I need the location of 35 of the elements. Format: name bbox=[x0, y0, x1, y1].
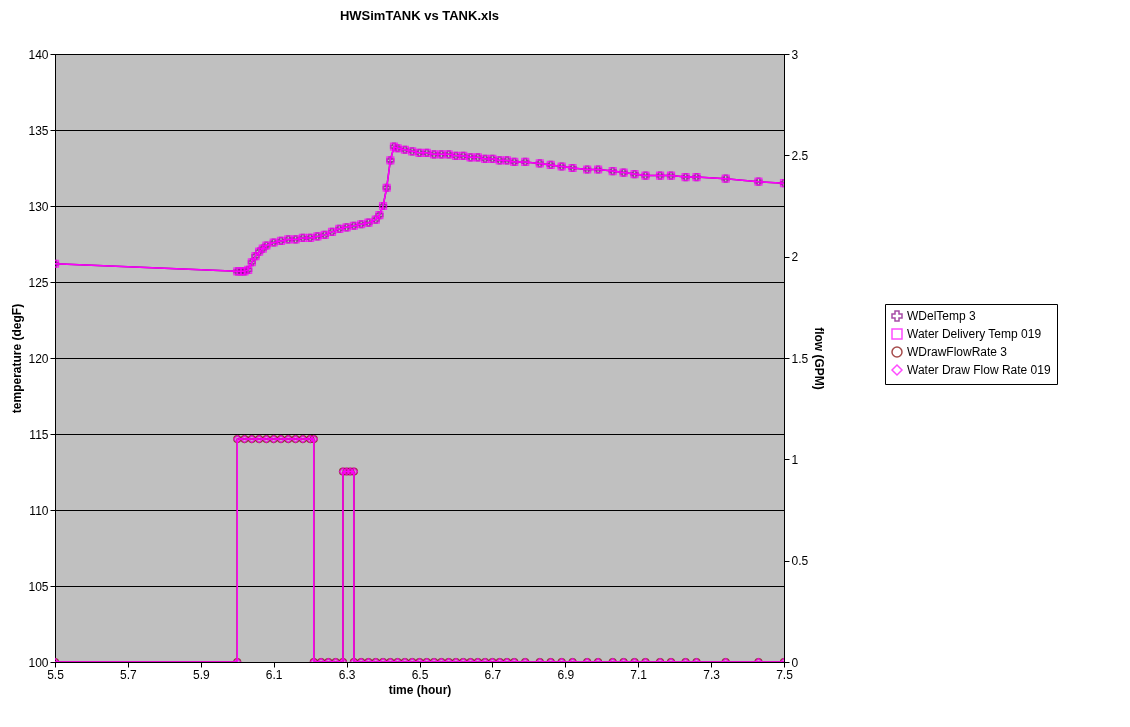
legend-label: WDrawFlowRate 3 bbox=[907, 345, 1008, 359]
y2-tick-label: 3 bbox=[791, 47, 799, 62]
y-tick-label: 120 bbox=[28, 351, 49, 366]
y-tick-label: 100 bbox=[28, 655, 49, 670]
y-axis-title: temperature (degF) bbox=[10, 303, 25, 414]
x-tick-label: 6.3 bbox=[338, 667, 356, 682]
y-tick-label: 135 bbox=[28, 123, 49, 138]
x-axis-title: time (hour) bbox=[388, 682, 452, 697]
y2-tick-label: 0.5 bbox=[791, 554, 809, 569]
y-tick-label: 115 bbox=[29, 427, 49, 442]
x-tick-label: 6.1 bbox=[265, 667, 283, 682]
y-tick-label: 130 bbox=[28, 199, 49, 214]
y2-axis-title: flow (GPM) bbox=[812, 327, 827, 390]
y-tick-label: 125 bbox=[28, 275, 49, 290]
x-tick-label: 7.3 bbox=[703, 667, 721, 682]
y2-tick-label: 1 bbox=[791, 452, 799, 467]
legend-label: WDelTemp 3 bbox=[907, 309, 977, 323]
y2-tick-label: 2.5 bbox=[791, 148, 809, 163]
x-tick-label: 5.5 bbox=[47, 667, 65, 682]
x-tick-label: 6.7 bbox=[484, 667, 502, 682]
x-tick-label: 7.1 bbox=[630, 667, 648, 682]
x-tick-label: 5.9 bbox=[192, 667, 210, 682]
legend-label: Water Delivery Temp 019 bbox=[907, 327, 1042, 341]
x-tick-label: 7.5 bbox=[776, 667, 794, 682]
y-tick-label: 140 bbox=[28, 47, 49, 62]
y-tick-label: 105 bbox=[28, 579, 49, 594]
chart-title: HWSimTANK vs TANK.xls bbox=[339, 8, 500, 23]
x-tick-label: 6.9 bbox=[557, 667, 575, 682]
y-tick-label: 110 bbox=[29, 503, 49, 518]
y2-tick-label: 0 bbox=[791, 655, 799, 670]
x-tick-label: 5.7 bbox=[120, 667, 138, 682]
legend-label: Water Draw Flow Rate 019 bbox=[907, 363, 1051, 377]
y2-tick-label: 1.5 bbox=[791, 351, 809, 366]
y2-tick-label: 2 bbox=[791, 250, 799, 265]
x-tick-label: 6.5 bbox=[411, 667, 429, 682]
